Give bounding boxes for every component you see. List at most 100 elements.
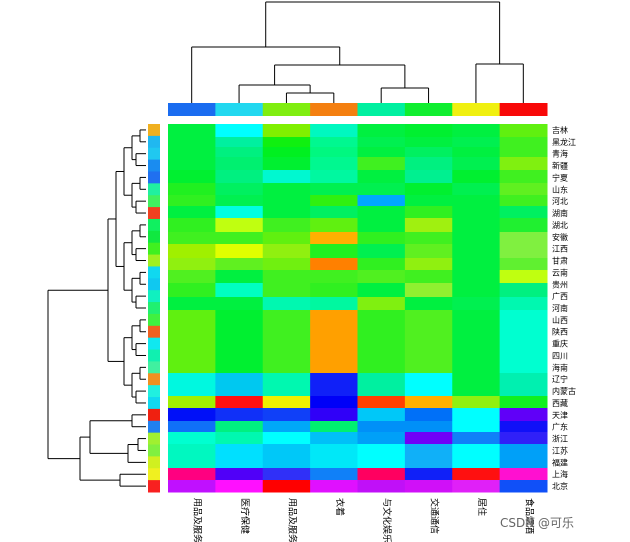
row-color-swatch [148,420,160,434]
heatmap-cell [404,232,453,245]
heatmap-cell [215,270,264,284]
heatmap-cell [310,183,359,196]
heatmap-cell [452,195,501,207]
heatmap-cell [357,444,406,469]
row-color-swatch [148,337,160,351]
heatmap-cell [262,396,311,409]
heatmap-cell [215,218,264,233]
row-label: 山东 [552,184,568,194]
heatmap-cell [357,244,406,259]
heatmap-cell [168,432,216,445]
heatmap-cell [310,480,359,493]
column-color-swatch [310,103,359,116]
heatmap-cell [452,432,501,445]
heatmap-cell [262,218,311,233]
heatmap-cell [310,244,359,259]
heatmap-cell [357,270,406,284]
heatmap-cell [499,297,548,311]
heatmap-cell [168,218,216,233]
heatmap-cell [452,310,501,374]
heatmap-cell [262,270,311,284]
heatmap-cell [404,195,453,207]
heatmap-cell [452,480,501,493]
heatmap-cell [215,444,264,469]
heatmap-cell [168,408,216,422]
heatmap-cell [499,218,548,233]
heatmap-cell [310,432,359,445]
row-label: 山西 [552,315,568,325]
row-color-swatch [148,242,160,256]
row-label: 辽宁 [552,374,568,384]
heatmap-cell [262,258,311,271]
heatmap-cell [262,183,311,196]
heatmap-cell [357,157,406,171]
heatmap-cell [404,244,453,259]
row-dendrogram [47,129,146,487]
heatmap-cell [452,297,501,311]
heatmap-cell [404,258,453,271]
heatmap-cell [215,170,264,184]
row-label: 北京 [552,481,568,491]
row-color-swatch [148,183,160,196]
heatmap-cell [357,396,406,409]
row-label: 贵州 [552,279,568,289]
heatmap-cell [499,396,548,409]
row-color-swatch [148,302,160,315]
heatmap-cell [404,124,453,138]
row-color-swatch [148,230,160,244]
column-color-swatch [168,103,216,116]
column-label: 与文化娱乐 [381,498,393,542]
row-color-swatch [148,468,160,481]
row-color-swatch [148,373,160,386]
heatmap-cell [452,147,501,158]
heatmap-cell [499,137,548,148]
heatmap-cell [452,258,501,271]
heatmap-cell [262,421,311,433]
heatmap-cell [262,170,311,184]
column-color-swatch [499,103,548,116]
row-label: 安徽 [552,232,568,242]
heatmap-cell [452,218,501,233]
heatmap-cell [168,206,216,219]
row-label: 海南 [552,362,568,372]
row-label: 青海 [552,149,568,159]
watermark: CSDN @可乐 [500,516,574,530]
row-label: 四川 [552,351,568,360]
heatmap-cell [499,232,548,245]
heatmap-cell [215,147,264,158]
heatmap-cell [215,310,264,374]
heatmap-cell [168,147,216,158]
column-label: 食品烟酒 [523,498,535,534]
heatmap-cell [499,244,548,259]
heatmap-cell [499,373,548,397]
heatmap-cell [215,232,264,245]
column-color-swatch [404,103,453,116]
row-label: 河南 [552,303,568,313]
heatmap-cell [452,183,501,196]
heatmap-cell [310,444,359,469]
row-color-swatch [148,195,160,208]
heatmap-cell [215,297,264,311]
heatmap-cell [215,137,264,148]
heatmap-cell [262,283,311,298]
heatmap-cell [357,421,406,433]
heatmap-cell [310,270,359,284]
column-label: 衣着 [334,498,346,516]
heatmap-cell [357,218,406,233]
heatmap-cell [168,183,216,196]
row-label: 湖南 [552,208,568,218]
row-color-swatch [148,397,160,410]
heatmap-cell [262,408,311,422]
heatmap-cell [168,480,216,493]
heatmap-cell [357,147,406,158]
heatmap-cell [310,124,359,138]
heatmap-cell [357,373,406,397]
heatmap-cell [215,480,264,493]
column-color-swatch [215,103,264,116]
row-label: 广西 [552,291,568,301]
heatmap-cell [262,468,311,481]
heatmap-cell [168,195,216,207]
heatmap-cell [310,157,359,171]
row-color-swatch [148,349,160,362]
